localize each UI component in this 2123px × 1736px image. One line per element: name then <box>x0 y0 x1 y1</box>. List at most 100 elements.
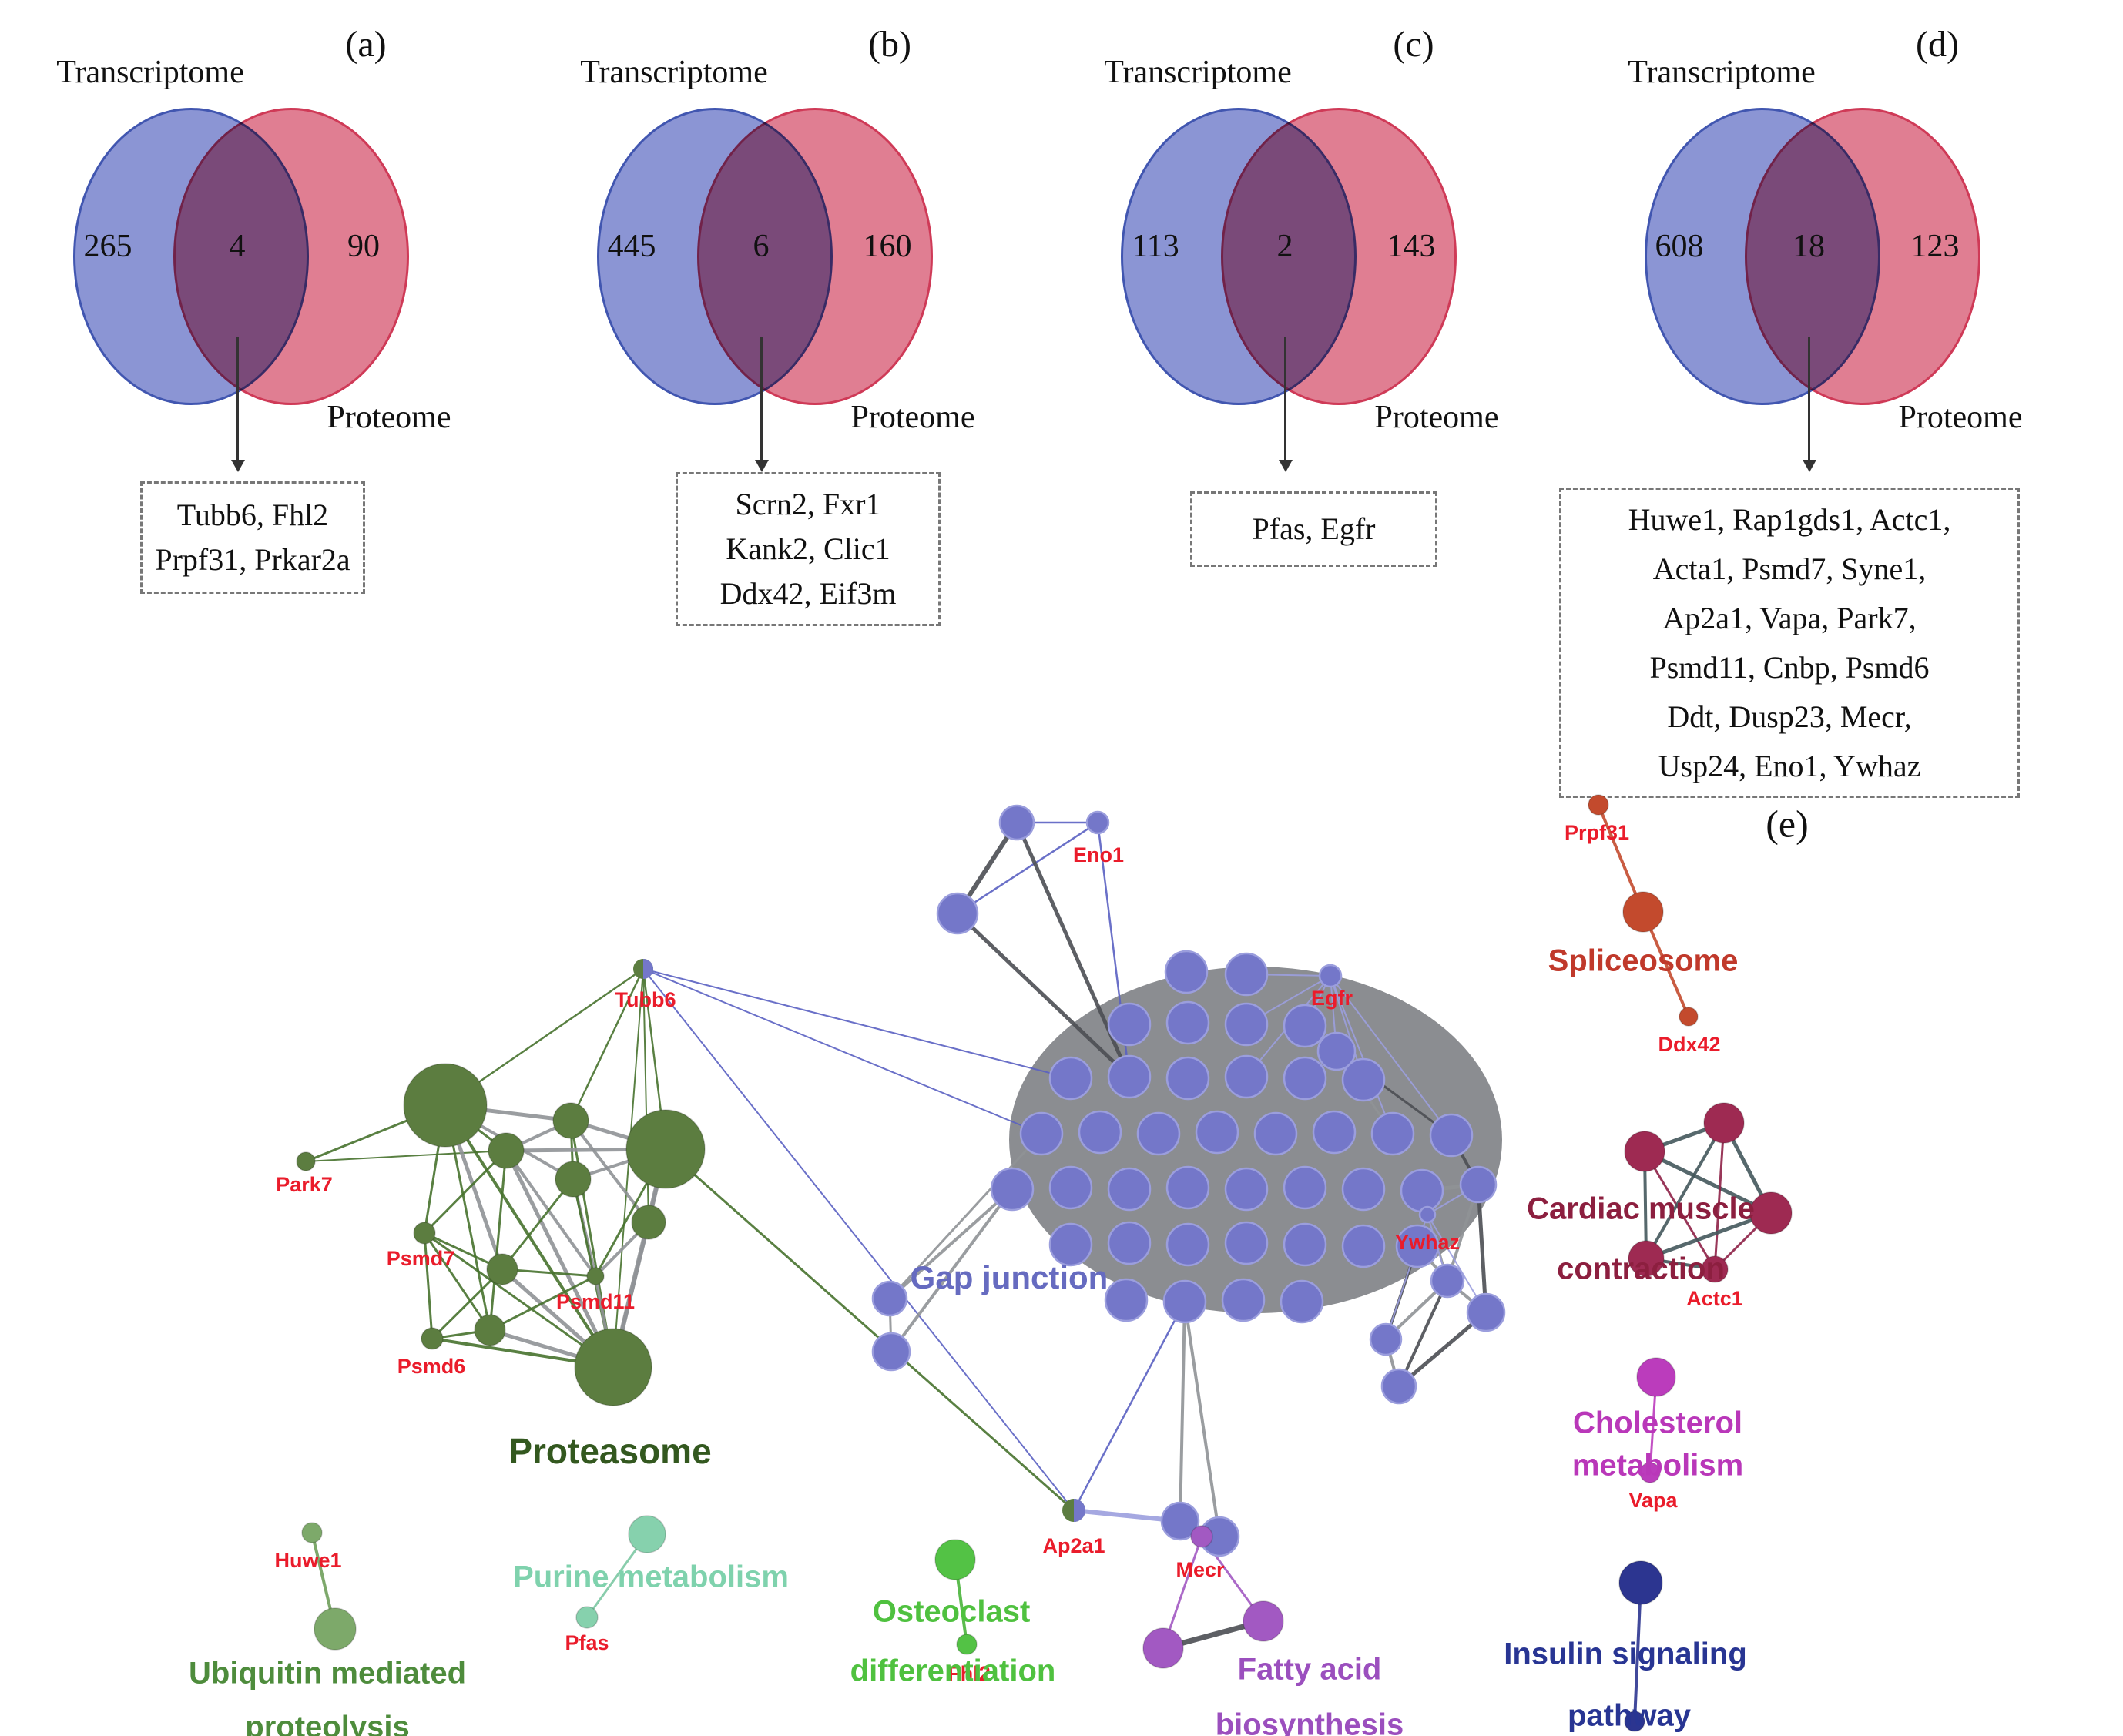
network-node-f2 <box>1243 1600 1284 1642</box>
left-only-count: 608 <box>1655 229 1704 264</box>
cluster-label: pathway <box>1568 1699 1692 1733</box>
gene-label: Fhl2 <box>947 1662 991 1685</box>
cluster-label: Spliceosome <box>1548 944 1739 978</box>
transcriptome-label: Transcriptome <box>1628 55 1816 90</box>
network-node-b30 <box>1107 1221 1152 1265</box>
network-node-b5 <box>1224 1002 1269 1047</box>
gene-label: Pfas <box>565 1631 609 1654</box>
network-node-o2 <box>956 1634 978 1655</box>
network-node-p7 <box>631 1205 666 1240</box>
gene-label: Huwe1 <box>274 1549 341 1572</box>
venn-panel-d: Transcriptome (d) 608 18 123 Proteome Hu… <box>1559 0 2103 886</box>
network-node-y5 <box>1369 1322 1403 1356</box>
gene-label: Ywhaz <box>1395 1231 1460 1254</box>
network-node-b8 <box>1107 1054 1152 1099</box>
cluster-label: contraction <box>1557 1252 1725 1286</box>
network-edge <box>423 1232 434 1339</box>
venn-panel-b: Transcriptome (b) 445 6 160 Proteome Scr… <box>539 0 1055 886</box>
cluster-label: Cardiac muscle <box>1527 1192 1755 1226</box>
network-node-h1 <box>1636 1357 1676 1397</box>
network-edge <box>612 968 644 1368</box>
network-node-b34 <box>1341 1224 1386 1268</box>
overlap-count: 2 <box>1276 229 1293 264</box>
arrow-down-icon <box>1279 337 1293 472</box>
panel-letter-a: (a) <box>345 24 387 65</box>
network-edge <box>890 1188 1014 1353</box>
network-edge <box>504 1149 615 1369</box>
network-node-y6 <box>1380 1368 1417 1405</box>
overlap-genes-box: Huwe1, Rap1gds1, Actc1, Acta1, Psmd7, Sy… <box>1559 488 2020 798</box>
proteome-label: Proteome <box>1898 400 2023 435</box>
gene-label: Tubb6 <box>615 988 676 1011</box>
overlap-genes-box: Scrn2, Fxr1 Kank2, Clic1 Ddx42, Eif3m <box>676 472 941 626</box>
network-node-y4 <box>1466 1292 1506 1332</box>
network-edge <box>569 968 645 1121</box>
network-edge <box>424 1232 614 1369</box>
network-edge <box>1072 1301 1186 1511</box>
network-node-p11 <box>474 1314 506 1346</box>
network-node-b17 <box>1253 1111 1298 1156</box>
network-node-i1 <box>1618 1560 1663 1605</box>
gene-label: Ap2a1 <box>1042 1534 1105 1557</box>
transcriptome-label: Transcriptome <box>1104 55 1292 90</box>
gene-list-line: Kank2, Clic1 <box>726 531 890 566</box>
network-node-half-p14 <box>643 959 653 979</box>
network-node-b28 <box>1400 1168 1444 1213</box>
gene-list-line: Usp24, Eno1, Ywhaz <box>1658 748 1921 783</box>
network-edge <box>423 1149 508 1235</box>
overlap-count: 6 <box>753 229 770 264</box>
network-node-b6 <box>1283 1004 1327 1048</box>
gene-label: Egfr <box>1311 987 1353 1010</box>
network-edge <box>1645 1122 1726 1259</box>
gene-list-line: Ap2a1, Vapa, Park7, <box>1662 600 1917 635</box>
arrow-head-icon <box>1803 460 1816 472</box>
overlap-genes-box: Pfas, Egfr <box>1190 491 1437 567</box>
panel-letter-e: (e) <box>1766 802 1809 845</box>
network-edge <box>1643 1149 1773 1215</box>
gene-label: Actc1 <box>1686 1287 1743 1310</box>
network-edge <box>431 1268 504 1340</box>
network-node-b37 <box>1162 1279 1207 1324</box>
network-edge <box>488 1150 508 1331</box>
network-node-y2 <box>1418 1205 1437 1224</box>
cluster-label: Fatty acid <box>1238 1653 1382 1687</box>
gene-label: Vapa <box>1628 1489 1678 1512</box>
proteome-circle <box>1745 108 1980 405</box>
network-node-b13 <box>1019 1111 1064 1156</box>
network-node-p5 <box>555 1161 592 1198</box>
network-node-p3 <box>488 1132 525 1169</box>
network-edge <box>956 912 1131 1078</box>
cluster-label: proteolysis <box>245 1711 409 1736</box>
network-node-o1 <box>934 1539 976 1580</box>
cluster-label: biosynthesis <box>1216 1708 1404 1736</box>
network-node-b33 <box>1283 1222 1327 1267</box>
left-only-count: 265 <box>83 229 132 264</box>
network-node-b11 <box>1283 1056 1327 1101</box>
network-node-b35 <box>1395 1224 1440 1268</box>
cluster-label: differentiation <box>850 1654 1056 1688</box>
network-edge <box>505 1149 597 1278</box>
network-node-b10 <box>1224 1054 1269 1099</box>
network-edge <box>888 1132 1043 1300</box>
network-node-c5 <box>1701 1255 1729 1283</box>
gene-list-line: Tubb6, Fhl2 <box>176 498 329 532</box>
network-edge <box>642 968 1042 1134</box>
left-only-count: 113 <box>1132 229 1179 264</box>
network-node-p4 <box>625 1109 706 1189</box>
arrow-head-icon <box>231 460 245 472</box>
network-edge <box>1713 1122 1726 1270</box>
network-edge <box>489 1275 596 1332</box>
network-edge <box>305 1150 507 1162</box>
network-node-q2 <box>575 1606 599 1629</box>
network-node-b12 <box>1341 1057 1386 1102</box>
gene-label: Ddx42 <box>1658 1033 1720 1056</box>
network-node-b38 <box>1221 1278 1266 1322</box>
network-node-e1 <box>998 804 1035 841</box>
cluster-label: Ubiquitin mediated <box>189 1657 466 1691</box>
network-node-b15 <box>1136 1111 1181 1156</box>
network-node-p12 <box>574 1328 652 1406</box>
network-node-a2 <box>1160 1501 1200 1541</box>
proteome-label: Proteome <box>327 400 451 435</box>
network-node-u1 <box>301 1522 323 1543</box>
